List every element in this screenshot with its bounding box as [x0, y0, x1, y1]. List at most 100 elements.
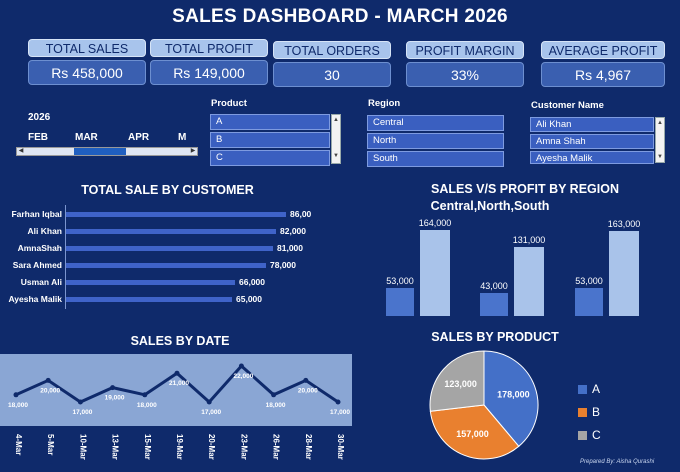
product-item-c[interactable]: C	[210, 150, 330, 166]
data-label: 43,000	[480, 281, 508, 291]
kpi-label: TOTAL PROFIT	[150, 39, 268, 57]
customer-item-ayesha-malik[interactable]: Ayesha Malik	[530, 151, 654, 164]
product-item-b[interactable]: B	[210, 132, 330, 148]
region-chart: 53,000 164,000 43,000 131,000 53,000 163,000	[386, 218, 641, 316]
y-axis-line	[65, 205, 66, 309]
data-point	[303, 377, 309, 383]
scroll-up-icon[interactable]: ▲	[657, 120, 663, 126]
region-item-south[interactable]: South	[367, 151, 504, 167]
x-tick-label: 19-Mar	[175, 434, 184, 460]
data-label: 20,000	[298, 387, 318, 394]
category-label: Ali Khan	[27, 226, 62, 236]
scroll-up-icon[interactable]: ▲	[333, 117, 339, 123]
x-tick-label: 15-Mar	[143, 434, 152, 460]
category-label: AmnaShah	[17, 243, 62, 253]
kpi-value: Rs 149,000	[150, 60, 268, 85]
kpi-total-orders: TOTAL ORDERS 30	[273, 41, 391, 87]
customer-scrollbar[interactable]: ▲ ▼	[655, 117, 665, 163]
legend-label: C	[592, 428, 601, 442]
data-label: 78,000	[270, 260, 296, 270]
data-label: 123,000	[444, 379, 477, 389]
product-slicer: A B C	[210, 114, 330, 168]
region-slicer: Central North South	[367, 115, 504, 169]
kpi-value: 33%	[406, 62, 524, 87]
data-label: 17,000	[330, 409, 350, 416]
data-label: 131,000	[513, 235, 546, 245]
customer-sales-chart: Farhan Iqbal 86,00 Ali Khan 82,000 AmnaShah 8…	[0, 203, 340, 313]
bar	[66, 229, 276, 234]
timeline-month-apr[interactable]: APR	[128, 132, 150, 143]
category-label: Sara Ahmed	[12, 260, 62, 270]
data-label: 18,000	[8, 402, 28, 409]
customer-chart-title: TOTAL SALE BY CUSTOMER	[81, 183, 254, 197]
region-chart-subtitle: Central,North,South	[430, 199, 550, 213]
scroll-right-icon[interactable]: ▶	[190, 148, 196, 154]
legend-item-c: C	[578, 428, 601, 442]
product-scrollbar[interactable]: ▲ ▼	[331, 114, 341, 164]
timeline-selected-range[interactable]	[74, 148, 126, 155]
timeline-scrollbar[interactable]: ◀ ▶	[16, 147, 198, 156]
data-point	[13, 392, 19, 398]
customer-item-ali-khan[interactable]: Ali Khan	[530, 117, 654, 132]
product-pie-chart: 178,000 157,000 123,000	[429, 350, 539, 460]
data-label: 19,000	[105, 395, 125, 402]
category-label: Ayesha Malik	[8, 294, 62, 304]
scroll-down-icon[interactable]: ▼	[333, 153, 339, 159]
legend-swatch	[578, 384, 587, 394]
x-tick-label: 10-Mar	[78, 434, 87, 460]
bar	[66, 263, 266, 268]
data-point	[238, 363, 244, 369]
product-slicer-title: Product	[211, 98, 247, 109]
legend-label: B	[592, 405, 601, 419]
kpi-label: PROFIT MARGIN	[406, 41, 524, 59]
x-tick-label: 26-Mar	[272, 434, 281, 460]
data-point	[142, 392, 148, 398]
data-label: 65,000	[236, 294, 262, 304]
bar	[386, 288, 414, 316]
data-label: 53,000	[575, 276, 603, 286]
date-chart-title: SALES BY DATE	[130, 334, 230, 348]
data-label: 82,000	[280, 226, 306, 236]
category-label: Farhan Iqbal	[11, 209, 62, 219]
data-label: 157,000	[456, 429, 489, 439]
kpi-label: TOTAL ORDERS	[273, 41, 391, 59]
region-item-central[interactable]: Central	[367, 115, 504, 131]
legend-item-b: B	[578, 405, 601, 419]
product-item-a[interactable]: A	[210, 114, 330, 130]
timeline-month-may[interactable]: M	[178, 132, 187, 143]
legend-label: A	[592, 382, 601, 396]
timeline-month-feb[interactable]: FEB	[28, 132, 48, 143]
data-label: 164,000	[419, 218, 452, 228]
data-point	[335, 399, 341, 405]
timeline-month-mar[interactable]: MAR	[75, 132, 98, 143]
legend-swatch	[578, 430, 587, 440]
pie-legend: A B C	[578, 382, 601, 442]
data-label: 163,000	[608, 219, 641, 229]
legend-item-a: A	[578, 382, 601, 396]
kpi-total-profit: TOTAL PROFIT Rs 149,000	[150, 39, 268, 85]
dashboard-title: SALES DASHBOARD - MARCH 2026	[172, 6, 508, 27]
bar	[420, 230, 450, 316]
category-label: Usman Ali	[20, 277, 62, 287]
scroll-down-icon[interactable]: ▼	[657, 154, 663, 160]
region-slicer-title: Region	[368, 98, 401, 109]
region-item-north[interactable]: North	[367, 133, 504, 149]
data-label: 178,000	[497, 389, 530, 399]
plot-area	[0, 354, 352, 426]
x-tick-label: 20-Mar	[207, 434, 216, 460]
customer-item-amna-shah[interactable]: Amna Shah	[530, 134, 654, 149]
x-tick-label: 4-Mar	[14, 434, 23, 455]
data-label: 17,000	[72, 409, 92, 416]
scroll-left-icon[interactable]: ◀	[18, 148, 24, 154]
data-label: 18,000	[137, 402, 157, 409]
data-point	[110, 385, 116, 391]
customer-slicer-title: Customer Name	[531, 100, 604, 111]
legend-swatch	[578, 407, 587, 417]
kpi-value: Rs 458,000	[28, 60, 146, 85]
data-label: 86,00	[290, 209, 312, 219]
pie-slice	[483, 350, 539, 448]
date-chart: 18,000 20,000 17,000 19,000 18,000 21,000 17,0…	[0, 354, 352, 460]
data-label: 53,000	[386, 276, 414, 286]
data-point	[271, 392, 277, 398]
bar	[480, 293, 508, 316]
